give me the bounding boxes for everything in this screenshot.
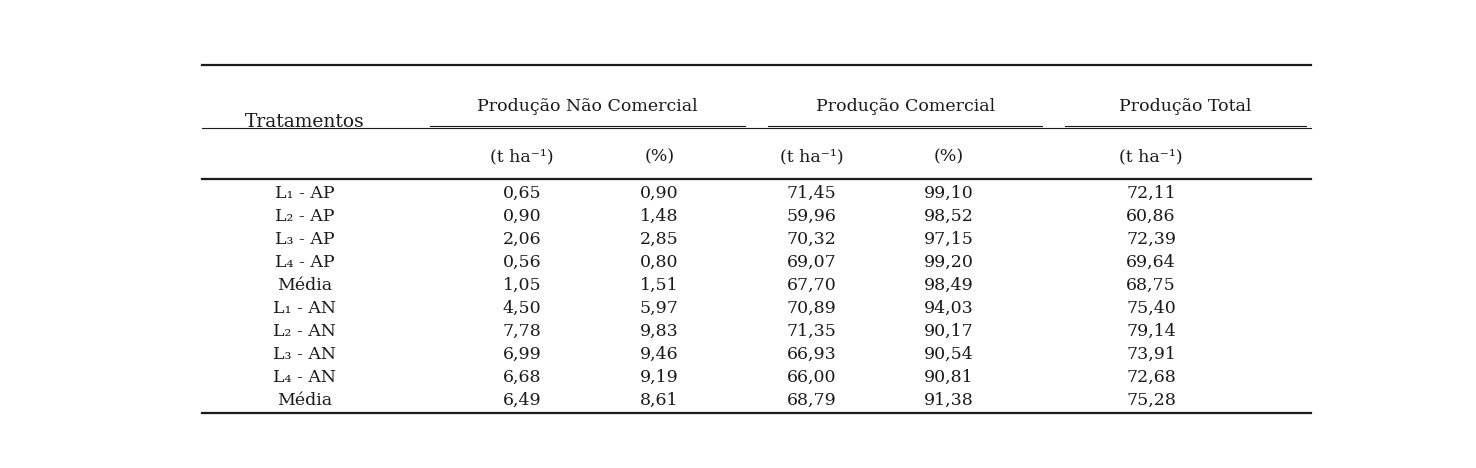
Text: 1,05: 1,05 (503, 277, 542, 294)
Text: Média: Média (277, 392, 332, 409)
Text: 71,35: 71,35 (787, 323, 837, 340)
Text: 99,10: 99,10 (924, 184, 974, 202)
Text: 6,99: 6,99 (502, 346, 542, 363)
Text: 2,06: 2,06 (503, 231, 542, 248)
Text: (t ha⁻¹): (t ha⁻¹) (779, 148, 843, 166)
Text: 91,38: 91,38 (924, 392, 974, 409)
Text: 68,75: 68,75 (1126, 277, 1176, 294)
Text: 97,15: 97,15 (924, 231, 974, 248)
Text: 98,52: 98,52 (924, 208, 974, 225)
Text: Média: Média (277, 277, 332, 294)
Text: L₂ - AN: L₂ - AN (273, 323, 337, 340)
Text: Produção Comercial: Produção Comercial (816, 98, 995, 115)
Text: 70,32: 70,32 (787, 231, 837, 248)
Text: 2,85: 2,85 (639, 231, 679, 248)
Text: 8,61: 8,61 (641, 392, 679, 409)
Text: 66,00: 66,00 (787, 369, 835, 386)
Text: 67,70: 67,70 (787, 277, 837, 294)
Text: 90,54: 90,54 (924, 346, 974, 363)
Text: L₂ - AP: L₂ - AP (275, 208, 335, 225)
Text: 6,68: 6,68 (503, 369, 542, 386)
Text: 60,86: 60,86 (1126, 208, 1176, 225)
Text: 9,83: 9,83 (639, 323, 679, 340)
Text: 0,65: 0,65 (503, 184, 542, 202)
Text: 0,56: 0,56 (503, 254, 542, 271)
Text: 73,91: 73,91 (1126, 346, 1176, 363)
Text: 69,07: 69,07 (787, 254, 837, 271)
Text: 72,68: 72,68 (1126, 369, 1176, 386)
Text: (t ha⁻¹): (t ha⁻¹) (490, 148, 554, 166)
Text: L₁ - AP: L₁ - AP (275, 184, 335, 202)
Text: 69,64: 69,64 (1126, 254, 1176, 271)
Text: L₃ - AP: L₃ - AP (275, 231, 335, 248)
Text: 4,50: 4,50 (503, 300, 542, 317)
Text: 7,78: 7,78 (502, 323, 542, 340)
Text: L₄ - AN: L₄ - AN (273, 369, 337, 386)
Text: Tratamentos: Tratamentos (245, 113, 365, 131)
Text: Produção Não Comercial: Produção Não Comercial (477, 98, 698, 115)
Text: 0,80: 0,80 (641, 254, 679, 271)
Text: 9,46: 9,46 (641, 346, 679, 363)
Text: 79,14: 79,14 (1126, 323, 1176, 340)
Text: (t ha⁻¹): (t ha⁻¹) (1119, 148, 1182, 166)
Text: (%): (%) (933, 148, 964, 166)
Text: 0,90: 0,90 (641, 184, 679, 202)
Text: 0,90: 0,90 (503, 208, 542, 225)
Text: 70,89: 70,89 (787, 300, 837, 317)
Text: 99,20: 99,20 (924, 254, 974, 271)
Text: 75,28: 75,28 (1126, 392, 1176, 409)
Text: 66,93: 66,93 (787, 346, 837, 363)
Text: 1,48: 1,48 (641, 208, 679, 225)
Text: 72,39: 72,39 (1126, 231, 1176, 248)
Text: L₁ - AN: L₁ - AN (273, 300, 337, 317)
Text: 1,51: 1,51 (641, 277, 679, 294)
Text: 59,96: 59,96 (787, 208, 837, 225)
Text: 90,81: 90,81 (924, 369, 974, 386)
Text: 5,97: 5,97 (639, 300, 679, 317)
Text: 94,03: 94,03 (924, 300, 974, 317)
Text: 75,40: 75,40 (1126, 300, 1176, 317)
Text: L₄ - AP: L₄ - AP (275, 254, 335, 271)
Text: 71,45: 71,45 (787, 184, 837, 202)
Text: 72,11: 72,11 (1126, 184, 1176, 202)
Text: L₃ - AN: L₃ - AN (273, 346, 337, 363)
Text: 9,19: 9,19 (639, 369, 679, 386)
Text: 6,49: 6,49 (503, 392, 542, 409)
Text: 90,17: 90,17 (924, 323, 974, 340)
Text: (%): (%) (644, 148, 675, 166)
Text: 68,79: 68,79 (787, 392, 837, 409)
Text: 98,49: 98,49 (924, 277, 974, 294)
Text: Produção Total: Produção Total (1119, 98, 1252, 115)
